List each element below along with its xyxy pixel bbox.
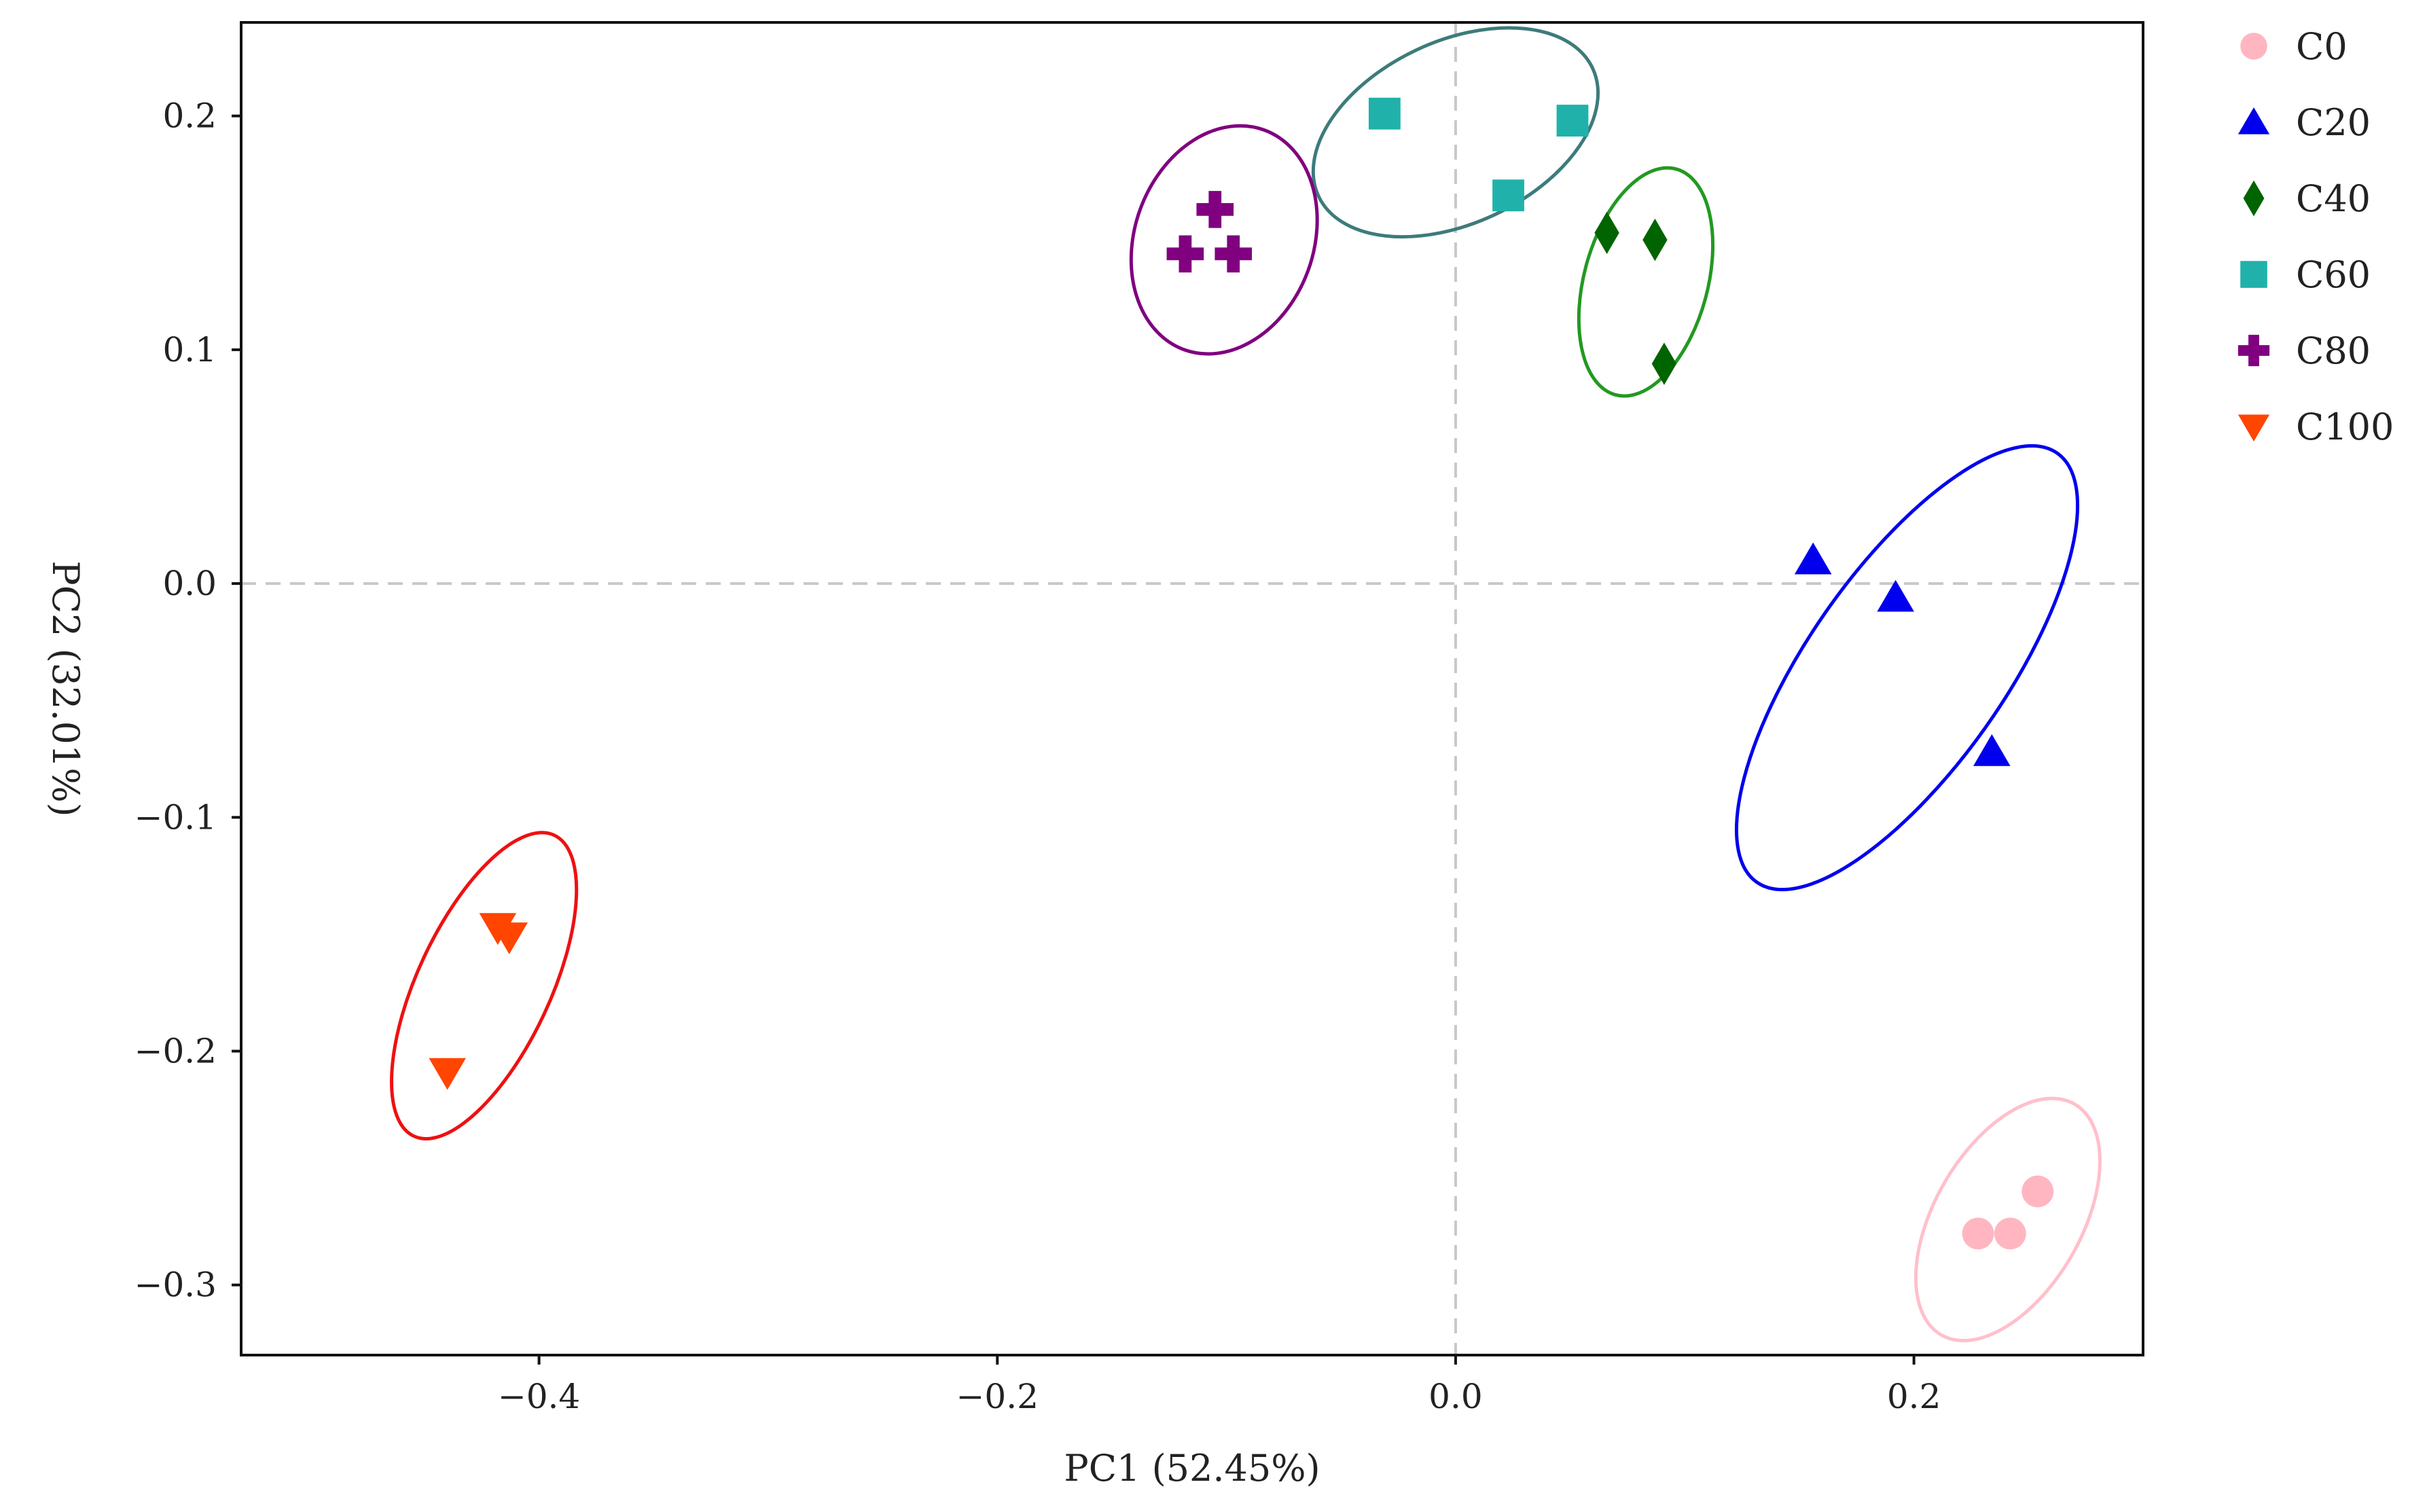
point-c0 <box>1962 1217 1994 1250</box>
point-c0 <box>1994 1217 2026 1250</box>
legend-item-c0: C0 <box>2240 25 2348 68</box>
ellipse-c80 <box>1129 124 1319 356</box>
x-axis-label: PC1 (52.45%) <box>1064 1447 1320 1490</box>
point-c80 <box>1166 235 1204 273</box>
x-tick-label: −0.2 <box>956 1377 1039 1416</box>
legend-marker-c40 <box>2243 180 2265 217</box>
axis-ticks: −0.4 −0.2 0.0 0.2 −0.3 −0.2 −0.1 0.0 0.1 0.2 <box>134 96 1941 1416</box>
reference-lines <box>241 22 2143 1355</box>
ellipse-c40 <box>1577 166 1715 398</box>
point-c100 <box>490 922 528 954</box>
y-tick-label: 0.2 <box>162 96 217 136</box>
point-c60 <box>1368 97 1401 130</box>
legend-item-c40: C40 <box>2243 177 2371 220</box>
point-c80 <box>1215 235 1253 273</box>
point-c20 <box>1794 542 1832 575</box>
y-tick-label: 0.0 <box>162 564 217 603</box>
data-points <box>429 97 2054 1250</box>
point-c40 <box>1651 342 1677 385</box>
legend-marker-c0 <box>2240 33 2267 60</box>
y-tick-label: −0.3 <box>134 1265 217 1305</box>
x-tick-label: 0.0 <box>1428 1377 1483 1416</box>
legend-item-c80: C80 <box>2237 329 2371 372</box>
legend-label-c60: C60 <box>2296 253 2371 296</box>
confidence-ellipses <box>389 26 2102 1343</box>
legend-marker-c80 <box>2237 334 2270 367</box>
legend-label-c40: C40 <box>2296 177 2371 220</box>
point-c60 <box>1556 105 1589 137</box>
legend-marker-c20 <box>2237 107 2270 134</box>
legend-label-c20: C20 <box>2296 101 2371 144</box>
legend-item-c100: C100 <box>2237 406 2394 448</box>
legend-item-c60: C60 <box>2240 253 2371 296</box>
plot-frame <box>240 21 2144 1356</box>
ellipse-c60 <box>1311 26 1600 239</box>
ellipse-c0 <box>1913 1096 2102 1343</box>
x-tick-label: −0.4 <box>498 1377 580 1416</box>
point-c80 <box>1196 191 1234 228</box>
y-tick-label: −0.2 <box>134 1032 217 1071</box>
y-tick-label: 0.1 <box>162 330 217 370</box>
y-tick-label: −0.1 <box>134 797 217 837</box>
point-c20 <box>1973 734 2011 766</box>
legend-label-c80: C80 <box>2296 329 2371 372</box>
point-c0 <box>2021 1175 2054 1208</box>
legend-label-c100: C100 <box>2296 406 2394 448</box>
point-c100 <box>429 1058 466 1090</box>
ellipse-c20 <box>1735 444 2080 892</box>
legend-label-c0: C0 <box>2296 25 2348 68</box>
legend-item-c20: C20 <box>2237 101 2371 144</box>
x-tick-label: 0.2 <box>1887 1377 1941 1416</box>
legend-marker-c60 <box>2240 261 2267 288</box>
point-c60 <box>1492 179 1524 212</box>
point-c20 <box>1877 579 1914 612</box>
point-c40 <box>1594 211 1619 254</box>
point-c40 <box>1642 218 1668 262</box>
legend: C0 C20 C40 C60 C80 C100 <box>2237 25 2394 448</box>
legend-marker-c100 <box>2237 414 2270 442</box>
ellipse-c100 <box>389 831 579 1140</box>
y-axis-label: PC2 (32.01%) <box>44 560 87 816</box>
